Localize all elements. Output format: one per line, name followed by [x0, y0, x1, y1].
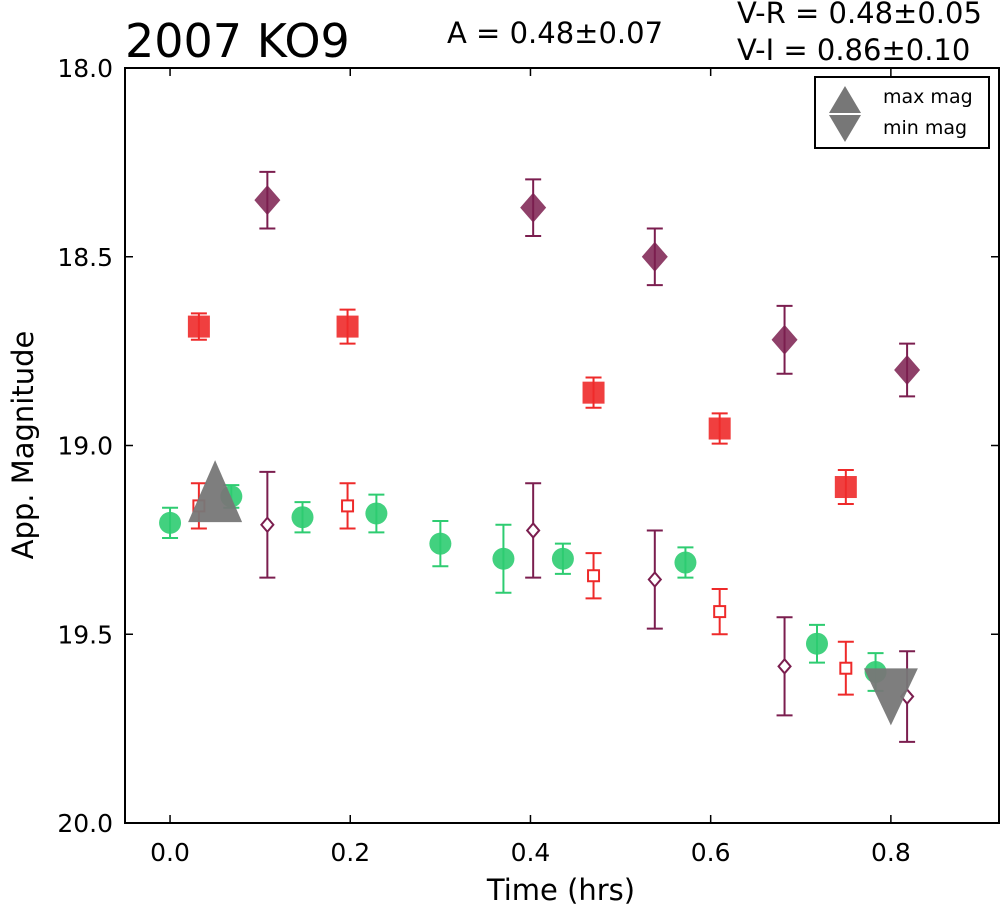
- data-point-circle: [159, 511, 182, 534]
- data-point-diamond: [254, 185, 281, 216]
- data-point-square-open: [713, 605, 727, 619]
- data-point-square: [834, 476, 857, 499]
- data-point-circle: [551, 547, 574, 570]
- data-point-circle: [492, 547, 515, 570]
- data-point-diamond: [641, 241, 668, 272]
- x-tick-label: 0.0: [150, 838, 190, 867]
- v-i-annotation: V-I = 0.86±0.10: [737, 33, 970, 67]
- data-point-circle: [674, 551, 697, 574]
- data-point-circle: [429, 532, 452, 555]
- data-marks: [159, 170, 921, 743]
- plot-area: [124, 67, 1000, 824]
- v-r-annotation: V-R = 0.48±0.05: [737, 0, 982, 30]
- axis-ticks: 0.0 0.2 0.4 0.6 0.8 18.0 18.5 19.0 19.5 20.0: [57, 54, 999, 867]
- data-point-square: [336, 315, 359, 338]
- x-tick-label: 0.2: [330, 838, 370, 867]
- y-tick-label: 18.0: [57, 54, 113, 83]
- y-tick-label: 18.5: [57, 243, 113, 272]
- data-point-diamond-open: [777, 657, 792, 675]
- data-point-square-open: [587, 569, 601, 583]
- data-point-square: [708, 417, 731, 440]
- x-tick-label: 0.6: [691, 838, 731, 867]
- legend-max-mag-marker: [829, 86, 861, 113]
- data-point-circle: [805, 632, 828, 655]
- data-point-circle: [365, 502, 388, 525]
- data-point-square: [187, 315, 210, 338]
- y-tick-label: 19.5: [57, 620, 113, 649]
- legend-max-mag-label: max mag: [883, 86, 973, 108]
- data-point-square-open: [341, 499, 355, 513]
- min-mag-marker: [863, 668, 918, 726]
- amplitude-annotation: A = 0.48±0.07: [447, 16, 663, 50]
- y-tick-label: 20.0: [57, 809, 113, 838]
- x-tick-label: 0.4: [511, 838, 551, 867]
- data-point-circle: [291, 506, 314, 529]
- data-point-square: [582, 381, 605, 404]
- data-point-diamond-open: [647, 570, 663, 589]
- legend: max mag min mag: [814, 76, 990, 149]
- data-point-square-open: [839, 661, 853, 675]
- y-axis-label: App. Magnitude: [6, 331, 40, 560]
- legend-min-mag-label: min mag: [883, 117, 967, 139]
- chart-title: 2007 KO9: [125, 14, 350, 68]
- data-point-diamond: [771, 324, 798, 355]
- y-tick-label: 19.0: [57, 432, 113, 461]
- legend-min-mag-marker: [829, 115, 861, 142]
- data-point-diamond: [894, 355, 921, 385]
- max-mag-marker: [188, 460, 243, 523]
- plot-frame: [124, 67, 1000, 824]
- x-axis-label: Time (hrs): [486, 873, 635, 904]
- data-point-diamond: [520, 192, 547, 223]
- data-point-diamond-open: [525, 521, 541, 539]
- data-point-diamond-open: [260, 516, 275, 534]
- x-tick-label: 0.8: [871, 838, 911, 867]
